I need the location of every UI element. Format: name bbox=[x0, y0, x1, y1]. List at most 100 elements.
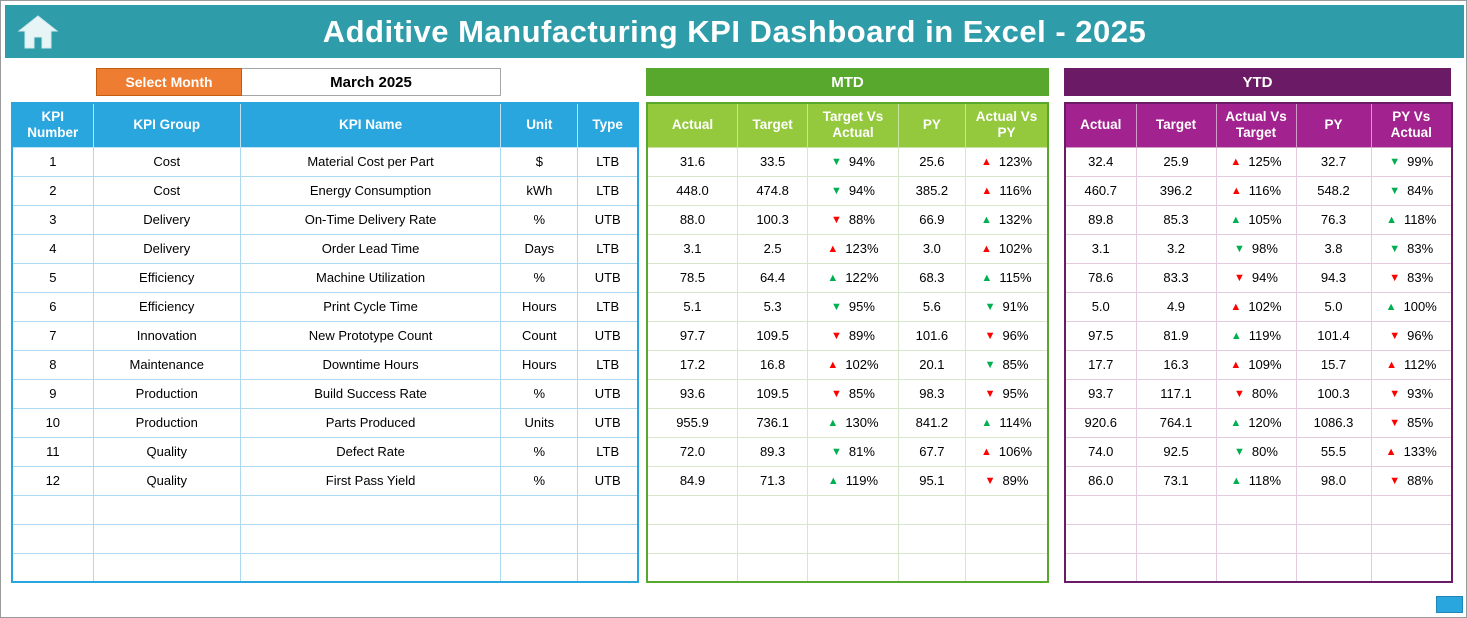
kpi-group-cell[interactable]: Cost bbox=[92, 175, 241, 206]
ytd-target-cell[interactable]: 25.9 bbox=[1135, 146, 1217, 177]
ytd-py-vs-actual-cell[interactable]: ▼ 93% bbox=[1370, 378, 1453, 409]
empty-cell[interactable] bbox=[1295, 523, 1372, 554]
mtd-target-vs-actual-cell[interactable]: ▼ 94% bbox=[807, 175, 899, 206]
empty-cell[interactable] bbox=[1135, 523, 1217, 554]
mtd-target-cell[interactable]: 109.5 bbox=[736, 378, 809, 409]
ytd-actual-cell[interactable]: 460.7 bbox=[1064, 175, 1137, 206]
kpi-group-cell[interactable]: Delivery bbox=[92, 233, 241, 264]
mtd-actual-vs-py-cell[interactable]: ▲ 114% bbox=[965, 407, 1049, 438]
mtd-actual-cell[interactable]: 3.1 bbox=[646, 233, 738, 264]
ytd-actual-cell[interactable]: 86.0 bbox=[1064, 465, 1137, 496]
ytd-py-cell[interactable]: 101.4 bbox=[1295, 320, 1372, 351]
mtd-target-cell[interactable]: 2.5 bbox=[736, 233, 809, 264]
ytd-actual-vs-target-cell[interactable]: ▲ 118% bbox=[1215, 465, 1297, 496]
ytd-target-cell[interactable]: 85.3 bbox=[1135, 204, 1217, 235]
mtd-target-vs-actual-cell[interactable]: ▲ 102% bbox=[807, 349, 899, 380]
ytd-target-cell[interactable]: 73.1 bbox=[1135, 465, 1217, 496]
ytd-actual-vs-target-cell[interactable]: ▲ 116% bbox=[1215, 175, 1297, 206]
mtd-actual-cell[interactable]: 17.2 bbox=[646, 349, 738, 380]
mtd-py-cell[interactable]: 67.7 bbox=[897, 436, 967, 467]
ytd-actual-cell[interactable]: 74.0 bbox=[1064, 436, 1137, 467]
ytd-py-cell[interactable]: 548.2 bbox=[1295, 175, 1372, 206]
ytd-py-cell[interactable]: 94.3 bbox=[1295, 262, 1372, 293]
ytd-actual-vs-target-cell[interactable]: ▲ 105% bbox=[1215, 204, 1297, 235]
ytd-py-vs-actual-cell[interactable]: ▲ 112% bbox=[1370, 349, 1453, 380]
mtd-py-cell[interactable]: 5.6 bbox=[897, 291, 967, 322]
kpi-number-cell[interactable]: 5 bbox=[11, 262, 94, 293]
kpi-name-cell[interactable]: Downtime Hours bbox=[239, 349, 502, 380]
ytd-target-cell[interactable]: 16.3 bbox=[1135, 349, 1217, 380]
mtd-actual-vs-py-cell[interactable]: ▼ 95% bbox=[965, 378, 1049, 409]
ytd-py-cell[interactable]: 76.3 bbox=[1295, 204, 1372, 235]
mtd-py-cell[interactable]: 3.0 bbox=[897, 233, 967, 264]
empty-cell[interactable] bbox=[736, 494, 809, 525]
mtd-target-cell[interactable]: 474.8 bbox=[736, 175, 809, 206]
kpi-number-cell[interactable]: 2 bbox=[11, 175, 94, 206]
mtd-actual-cell[interactable]: 448.0 bbox=[646, 175, 738, 206]
ytd-actual-cell[interactable]: 89.8 bbox=[1064, 204, 1137, 235]
ytd-py-cell[interactable]: 3.8 bbox=[1295, 233, 1372, 264]
unit-cell[interactable]: % bbox=[500, 378, 579, 409]
mtd-target-cell[interactable]: 89.3 bbox=[736, 436, 809, 467]
empty-cell[interactable] bbox=[92, 494, 241, 525]
ytd-py-cell[interactable]: 5.0 bbox=[1295, 291, 1372, 322]
mtd-actual-cell[interactable]: 84.9 bbox=[646, 465, 738, 496]
empty-cell[interactable] bbox=[239, 494, 502, 525]
mtd-py-cell[interactable]: 95.1 bbox=[897, 465, 967, 496]
mtd-actual-cell[interactable]: 955.9 bbox=[646, 407, 738, 438]
empty-cell[interactable] bbox=[1295, 552, 1372, 583]
kpi-group-cell[interactable]: Innovation bbox=[92, 320, 241, 351]
home-icon[interactable] bbox=[15, 13, 61, 51]
mtd-target-cell[interactable]: 16.8 bbox=[736, 349, 809, 380]
mtd-actual-vs-py-cell[interactable]: ▲ 102% bbox=[965, 233, 1049, 264]
mtd-target-cell[interactable]: 100.3 bbox=[736, 204, 809, 235]
empty-cell[interactable] bbox=[736, 552, 809, 583]
kpi-number-cell[interactable]: 1 bbox=[11, 146, 94, 177]
empty-cell[interactable] bbox=[11, 494, 94, 525]
mtd-target-vs-actual-cell[interactable]: ▼ 88% bbox=[807, 204, 899, 235]
kpi-name-cell[interactable]: First Pass Yield bbox=[239, 465, 502, 496]
kpi-number-cell[interactable]: 7 bbox=[11, 320, 94, 351]
type-cell[interactable]: UTB bbox=[577, 320, 639, 351]
mtd-actual-cell[interactable]: 72.0 bbox=[646, 436, 738, 467]
mtd-py-cell[interactable]: 66.9 bbox=[897, 204, 967, 235]
unit-cell[interactable]: % bbox=[500, 436, 579, 467]
empty-cell[interactable] bbox=[1370, 523, 1453, 554]
ytd-py-cell[interactable]: 55.5 bbox=[1295, 436, 1372, 467]
empty-cell[interactable] bbox=[646, 552, 738, 583]
ytd-actual-vs-target-cell[interactable]: ▲ 119% bbox=[1215, 320, 1297, 351]
ytd-actual-vs-target-cell[interactable]: ▼ 80% bbox=[1215, 378, 1297, 409]
select-month-button[interactable]: Select Month bbox=[96, 68, 242, 96]
empty-cell[interactable] bbox=[807, 523, 899, 554]
empty-cell[interactable] bbox=[646, 494, 738, 525]
ytd-actual-cell[interactable]: 32.4 bbox=[1064, 146, 1137, 177]
mtd-target-vs-actual-cell[interactable]: ▼ 95% bbox=[807, 291, 899, 322]
ytd-actual-vs-target-cell[interactable]: ▼ 98% bbox=[1215, 233, 1297, 264]
ytd-target-cell[interactable]: 4.9 bbox=[1135, 291, 1217, 322]
kpi-group-cell[interactable]: Efficiency bbox=[92, 291, 241, 322]
ytd-target-cell[interactable]: 764.1 bbox=[1135, 407, 1217, 438]
empty-cell[interactable] bbox=[11, 552, 94, 583]
empty-cell[interactable] bbox=[500, 552, 579, 583]
type-cell[interactable]: UTB bbox=[577, 465, 639, 496]
kpi-number-cell[interactable]: 8 bbox=[11, 349, 94, 380]
kpi-name-cell[interactable]: New Prototype Count bbox=[239, 320, 502, 351]
ytd-py-cell[interactable]: 15.7 bbox=[1295, 349, 1372, 380]
kpi-name-cell[interactable]: Order Lead Time bbox=[239, 233, 502, 264]
unit-cell[interactable]: kWh bbox=[500, 175, 579, 206]
mtd-target-cell[interactable]: 64.4 bbox=[736, 262, 809, 293]
selected-month-cell[interactable]: March 2025 bbox=[242, 68, 501, 96]
empty-cell[interactable] bbox=[1215, 552, 1297, 583]
kpi-group-cell[interactable]: Maintenance bbox=[92, 349, 241, 380]
empty-cell[interactable] bbox=[92, 523, 241, 554]
mtd-actual-cell[interactable]: 78.5 bbox=[646, 262, 738, 293]
kpi-number-cell[interactable]: 11 bbox=[11, 436, 94, 467]
kpi-name-cell[interactable]: Material Cost per Part bbox=[239, 146, 502, 177]
ytd-target-cell[interactable]: 396.2 bbox=[1135, 175, 1217, 206]
kpi-name-cell[interactable]: Machine Utilization bbox=[239, 262, 502, 293]
mtd-actual-vs-py-cell[interactable]: ▲ 123% bbox=[965, 146, 1049, 177]
mtd-actual-vs-py-cell[interactable]: ▲ 132% bbox=[965, 204, 1049, 235]
mtd-py-cell[interactable]: 841.2 bbox=[897, 407, 967, 438]
ytd-target-cell[interactable]: 83.3 bbox=[1135, 262, 1217, 293]
empty-cell[interactable] bbox=[500, 494, 579, 525]
